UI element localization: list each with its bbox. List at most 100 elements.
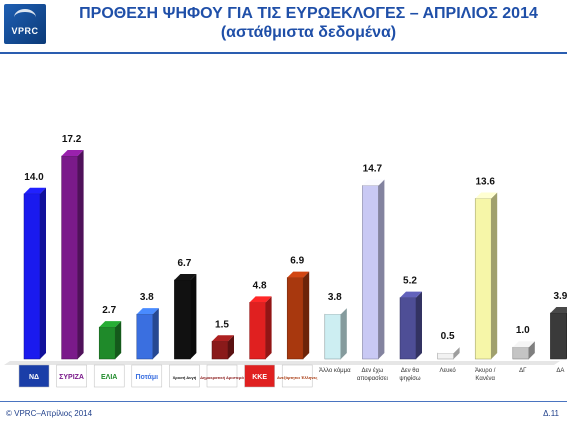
category-label: Άκυρο / Κανένα	[475, 368, 496, 382]
category-label: ΔΑ	[556, 368, 564, 374]
logo-swoosh-icon	[14, 9, 36, 26]
chart-subtitle: (αστάθμιστα δεδομένα)	[220, 24, 397, 41]
data-label: 1.0	[516, 325, 530, 336]
data-label: 1.5	[215, 319, 229, 330]
bar-front	[550, 312, 567, 360]
logo-text: Ανεξάρτητοι Έλληνες	[277, 375, 318, 380]
data-label: 3.8	[140, 292, 154, 303]
logo-frame	[18, 364, 50, 388]
golden-dawn-logo-icon: Χρυσή Αυγή	[169, 364, 200, 388]
category-label-line: ψηφίσω	[399, 376, 421, 382]
bar-side	[378, 179, 385, 359]
data-label: 5.2	[403, 276, 417, 287]
footer-divider	[0, 401, 567, 402]
bar-top	[287, 271, 310, 278]
logo-frame	[93, 364, 125, 388]
bar-front	[324, 313, 342, 360]
bar-side	[265, 296, 272, 359]
header-divider	[0, 52, 567, 54]
potami-logo-icon: Ποτάμι	[131, 364, 163, 388]
bar-top	[475, 192, 498, 199]
logo-text: Ποτάμι	[135, 374, 158, 381]
logo-frame	[169, 364, 200, 388]
logo-frame	[281, 364, 313, 388]
bar-top	[550, 306, 567, 313]
bar-side	[416, 291, 422, 359]
syriza-logo-icon: ΣΥΡΙΖΑ	[56, 364, 87, 388]
data-label: 0.5	[441, 331, 455, 342]
data-label: 3.9	[553, 291, 567, 302]
bar-front	[512, 346, 530, 360]
bar-top	[437, 347, 460, 354]
category-label: Δεν έχω αποφασίσει	[357, 367, 389, 382]
category-label-line: Κανένα	[475, 375, 495, 382]
bar-side	[340, 308, 347, 359]
category-label-line: Άκυρο /	[475, 368, 496, 374]
data-label: 2.7	[102, 305, 116, 316]
logo-frame	[131, 364, 163, 388]
logo-text: ΝΔ	[29, 374, 39, 381]
logo-text: VPRC	[11, 26, 39, 36]
bar-front	[362, 185, 379, 360]
category-label: Δεν θα ψηφίσω	[399, 368, 421, 382]
bar-side	[77, 150, 84, 359]
bar-top	[99, 321, 122, 328]
category-label-line: Άλλο κόμμα	[319, 367, 351, 374]
bar-side	[528, 341, 535, 359]
bar-top	[212, 335, 234, 342]
bar-front	[399, 297, 417, 360]
bar-side	[115, 321, 122, 359]
data-label: 4.8	[253, 280, 267, 291]
bar-top	[362, 179, 385, 186]
data-label: 14.0	[24, 172, 44, 183]
bar-side	[152, 308, 159, 359]
logo-text: Χρυσή Αυγή	[173, 375, 197, 380]
bar-front	[286, 277, 304, 360]
anel-logo-icon: Ανεξάρτητοι Έλληνες	[277, 364, 318, 388]
bar-front	[61, 155, 78, 360]
category-label-line: Δεν έχω	[362, 367, 384, 374]
kke-logo-icon: ΚΚΕ	[244, 364, 275, 388]
bar-side	[303, 271, 310, 359]
category-label-line: ΔΓ	[519, 368, 527, 374]
data-label: 17.2	[62, 134, 82, 145]
bar-top	[249, 296, 272, 303]
logo-text: ΕΛΙΑ	[101, 374, 117, 381]
vprc-logo: VPRC	[4, 4, 46, 44]
chart-title: ΠΡΟΘΕΣΗ ΨΗΦΟΥ ΓΙΑ ΤΙΣ ΕΥΡΩΕΚΛΟΓΕΣ – ΑΠΡΙ…	[79, 5, 538, 22]
bar-top	[136, 308, 159, 315]
bar-front	[437, 352, 454, 360]
logo-text: ΚΚΕ	[252, 374, 267, 381]
data-label: 14.7	[363, 164, 383, 175]
category-label-line: αποφασίσει	[357, 376, 389, 382]
bar-front	[474, 198, 492, 360]
category-label-line: Λευκό	[439, 367, 456, 374]
elia-logo-icon: ΕΛΙΑ	[93, 364, 125, 388]
bar-side	[453, 347, 460, 359]
data-label: 13.6	[475, 177, 495, 188]
bar-front	[249, 302, 266, 360]
nd-logo-icon: ΝΔ	[18, 364, 50, 388]
category-label: Άλλο κόμμα	[319, 367, 351, 374]
bar-top	[512, 341, 535, 348]
data-label: 3.8	[328, 292, 342, 303]
bar-front	[23, 193, 41, 360]
bar-front	[174, 279, 191, 360]
bar-top	[61, 150, 84, 157]
bar-top	[400, 291, 422, 298]
category-label-line: Δεν θα	[401, 368, 420, 374]
logo-frame	[56, 364, 87, 388]
logo-text: ΣΥΡΙΖΑ	[59, 374, 84, 381]
bar-top	[174, 273, 197, 280]
bar-front	[98, 326, 116, 360]
bar-front	[211, 341, 229, 360]
bar-front	[136, 313, 154, 360]
bar-side	[190, 273, 197, 359]
bar-top	[24, 187, 46, 194]
category-label: ΔΓ	[519, 368, 527, 374]
data-label: 6.7	[177, 258, 191, 269]
bar-chart: 14.0 ΝΔ 17.2 ΣΥΡΙΖΑ 2.7 ΕΛΙΑ 3.8 Ποτάμι 6.7 Χρυσή…	[4, 134, 567, 388]
bar-side	[491, 192, 498, 359]
bar-side	[228, 335, 234, 359]
slide-number: Δ.11	[543, 409, 559, 418]
